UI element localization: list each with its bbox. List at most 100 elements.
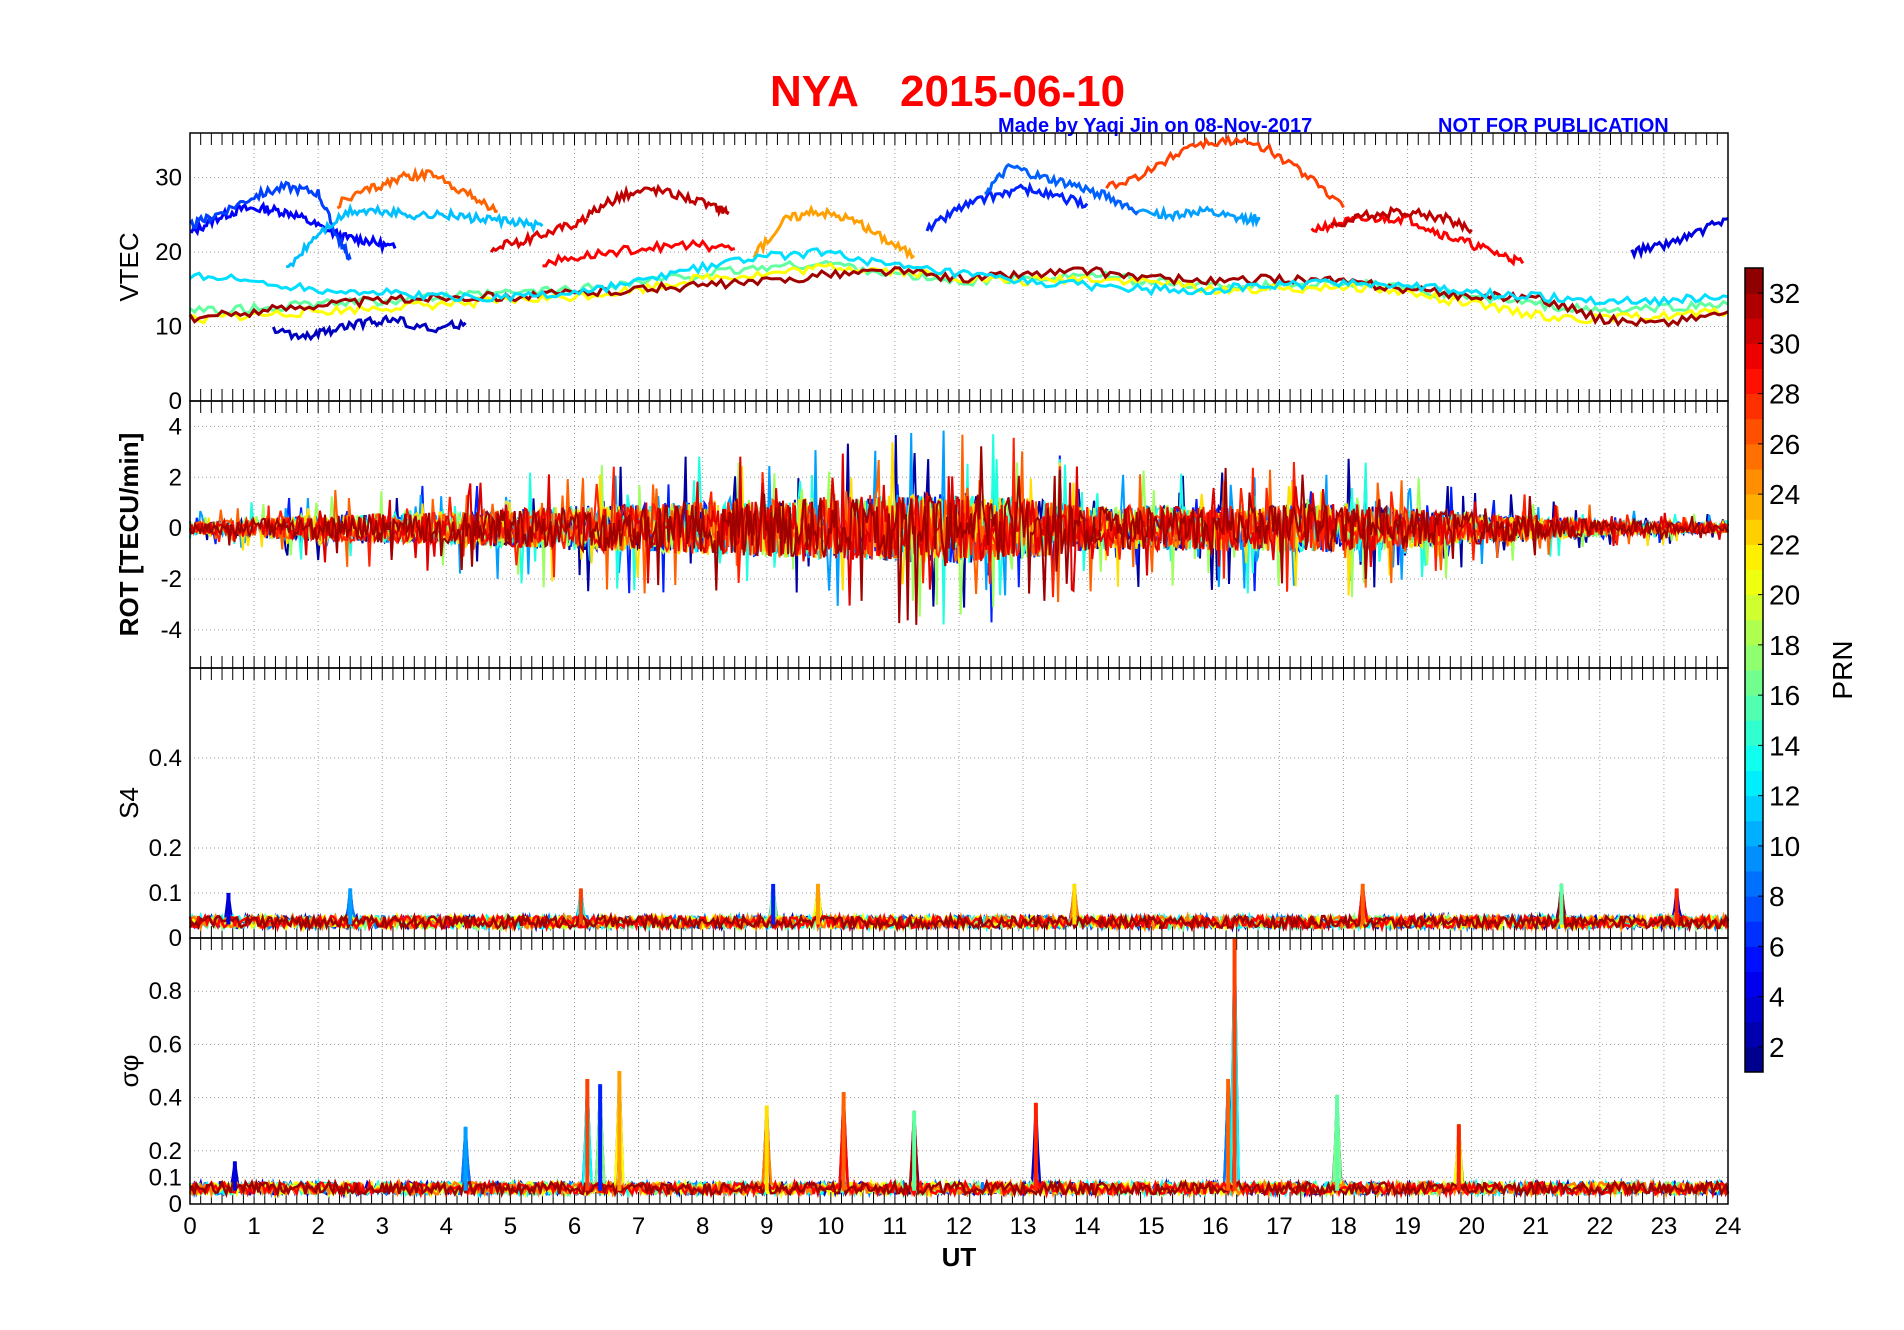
x-tick-label: 16 [1202,1213,1229,1240]
vtec-series-line [489,213,589,253]
colorbar-swatch [1745,720,1763,746]
y-axis-label: VTEC [114,232,144,301]
x-tick-label: 9 [760,1213,773,1240]
colorbar-swatch [1745,644,1763,671]
panel-frame [189,937,1729,1205]
colorbar-swatch [1745,770,1763,797]
vtec-series-line [189,259,1729,316]
colorbar-tick-label: 28 [1769,379,1800,410]
colorbar-swatch [1745,293,1763,319]
x-tick-label: 8 [696,1213,709,1240]
series-group [189,430,1729,625]
x-tick-label: 15 [1138,1213,1165,1240]
colorbar-tick-label: 14 [1769,730,1800,761]
colorbar-tick-label: 20 [1769,580,1800,611]
colorbar-swatch [1745,594,1763,621]
y-axis-label: S4 [114,787,144,819]
y-tick-label: 0.2 [149,835,182,862]
vtec-series-line [925,181,1089,233]
x-tick-label: 13 [1010,1213,1037,1240]
colorbar-frame [1744,267,1764,1073]
vtec-series-line [1630,217,1729,260]
x-tick-label: 20 [1458,1213,1485,1240]
y-tick-label: -4 [161,617,182,644]
colorbar-swatch [1745,569,1763,596]
x-tick-label: 6 [568,1213,581,1240]
colorbar-swatch [1745,1021,1763,1048]
vtec-series-line [1138,204,1261,229]
colorbar-tick-label: 6 [1769,931,1785,962]
colorbar-swatch [1745,1046,1763,1073]
colorbar-swatch [1745,268,1763,294]
x-tick-label: 18 [1330,1213,1357,1240]
y-tick-label: 0.1 [149,880,182,907]
colorbar-tick-label: 4 [1769,982,1785,1013]
vtec-series-line [336,166,498,213]
sigma-phi-series-line [188,1070,1730,1200]
y-tick-label: 20 [155,239,182,266]
colorbar-swatch [1745,343,1763,369]
x-tick-label: 23 [1651,1213,1678,1240]
x-tick-label: 10 [817,1213,844,1240]
s4-series-line [188,883,1730,933]
x-tick-label: 4 [440,1213,453,1240]
vtec-series-line [1330,205,1473,235]
x-tick-label: 5 [504,1213,517,1240]
colorbar-swatch [1745,795,1763,822]
x-tick-label: 24 [1715,1213,1742,1240]
series-group [188,937,1730,1200]
colorbar-swatch [1745,494,1763,520]
colorbar-swatch [1745,368,1763,395]
y-tick-label: 0.6 [149,1031,182,1058]
vtec-series-line [1310,211,1525,267]
colorbar-swatch [1745,896,1763,922]
panel-s4: 0 0.1 0.2 0.4S4 [114,667,1730,952]
vtec-series-line [271,314,467,342]
colorbar-swatch [1745,443,1763,470]
colorbar-swatch [1745,921,1763,947]
x-tick-label: 1 [247,1213,260,1240]
colorbar-swatch [1745,695,1763,721]
chart-title-station: NYA [770,67,859,116]
vtec-series-line [585,183,730,219]
x-tick-label: 11 [882,1213,907,1240]
colorbar-swatch [1745,519,1763,545]
panel-vtec: 0 10 20 30 VTEC [114,132,1729,415]
x-tick-label: 19 [1394,1213,1421,1240]
y-tick-label: -2 [161,566,182,593]
colorbar-tick-label: 10 [1769,831,1800,862]
y-tick-label: 0.2 [149,1138,182,1165]
vtec-series-line [752,204,915,260]
colorbar-tick-label: 24 [1769,479,1800,510]
colorbar-swatch [1745,996,1763,1023]
colorbar-tick-label: 26 [1769,429,1800,460]
y-tick-label: 0.1 [149,1164,182,1191]
vtec-series-line [984,163,1140,216]
colorbar-tick-label: 8 [1769,881,1785,912]
colorbar-tick-label: 32 [1769,278,1800,309]
x-tick-label: 0 [183,1213,196,1240]
series-group [188,133,1729,342]
y-tick-label: 0.8 [149,978,182,1005]
colorbar-tick-label: 12 [1769,781,1800,812]
colorbar-swatch [1745,745,1763,771]
y-axis-label: σφ [114,1055,144,1088]
colorbar-tick-label: 30 [1769,328,1800,359]
vtec-series-line [542,238,736,268]
colorbar-tick-label: 22 [1769,529,1800,560]
colorbar-swatch [1745,418,1763,445]
x-tick-label: 12 [946,1213,973,1240]
colorbar-swatch [1745,469,1763,495]
colorbar-swatch [1745,318,1763,344]
colorbar-tick-label: 2 [1769,1032,1785,1063]
colorbar-swatch [1745,619,1763,646]
y-tick-label: 0 [169,388,182,415]
y-tick-label: 0.4 [149,1085,182,1112]
vtec-series-line [189,247,1729,308]
x-tick-label: 7 [632,1213,645,1240]
colorbar-swatch [1745,544,1763,570]
vtec-series-line [285,203,544,269]
x-axis-label: UT [942,1242,977,1272]
